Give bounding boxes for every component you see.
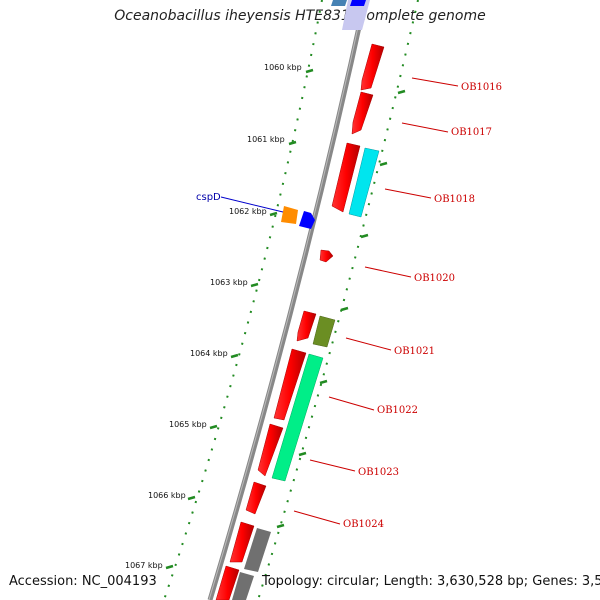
kbp-label: 1065 kbp xyxy=(169,420,207,429)
gene-label-ob1017: OB1017 xyxy=(451,127,492,138)
gene-label-ob1023: OB1023 xyxy=(358,467,399,478)
cds-features xyxy=(215,43,385,600)
gene-label-ob1020: OB1020 xyxy=(414,273,455,284)
cds-ob1024 xyxy=(245,481,267,515)
cspd-callout xyxy=(220,196,284,213)
map-title: Oceanobacillus iheyensis HTE831, complet… xyxy=(114,8,486,24)
cds-ob1021 xyxy=(296,310,317,342)
gene-label-ob1022: OB1022 xyxy=(377,405,418,416)
right-tick-track xyxy=(257,0,419,600)
kbp-label: 1063 kbp xyxy=(210,278,248,287)
accession-label: Accession: NC_004193 xyxy=(9,574,157,589)
cds-ob1018 xyxy=(331,142,361,213)
kbp-label: 1060 kbp xyxy=(264,63,302,72)
feature-grey-1 xyxy=(244,528,271,572)
genome-backbone xyxy=(207,0,368,600)
gene-label-ob1016: OB1016 xyxy=(461,82,502,93)
cds-ob1023 xyxy=(257,423,284,477)
cds-ob1016 xyxy=(360,43,385,91)
cds-ob1022 xyxy=(273,348,307,421)
feature-grey-2 xyxy=(232,572,254,600)
cds-lower-1 xyxy=(229,521,255,563)
cds-ob1017 xyxy=(351,91,374,135)
kbp-label: 1061 kbp xyxy=(247,135,285,144)
feature-cyan xyxy=(348,147,380,218)
left-tick-track xyxy=(163,0,323,600)
gene-label-ob1024: OB1024 xyxy=(343,519,384,530)
feature-orange xyxy=(281,206,298,224)
feature-lavender xyxy=(342,0,370,30)
callout-lines xyxy=(293,77,459,525)
kbp-ticks xyxy=(165,68,406,570)
kbp-label: 1067 kbp xyxy=(125,561,163,570)
kbp-label: 1062 kbp xyxy=(229,207,267,216)
gene-label-ob1018: OB1018 xyxy=(434,194,475,205)
gene-label-cspd: cspD xyxy=(196,192,221,203)
feature-green xyxy=(271,353,324,482)
kbp-label: 1066 kbp xyxy=(148,491,186,500)
topology-label: Topology: circular; Length: 3,630,528 bp… xyxy=(262,574,600,589)
cds-lower-2 xyxy=(215,565,240,600)
gene-label-ob1021: OB1021 xyxy=(394,346,435,357)
feature-blue-top xyxy=(350,0,366,6)
kbp-label: 1064 kbp xyxy=(190,349,228,358)
cds-ob1020 xyxy=(319,249,334,263)
feature-steelblue xyxy=(331,0,347,6)
feature-blue xyxy=(299,211,315,229)
feature-olive xyxy=(312,315,336,348)
